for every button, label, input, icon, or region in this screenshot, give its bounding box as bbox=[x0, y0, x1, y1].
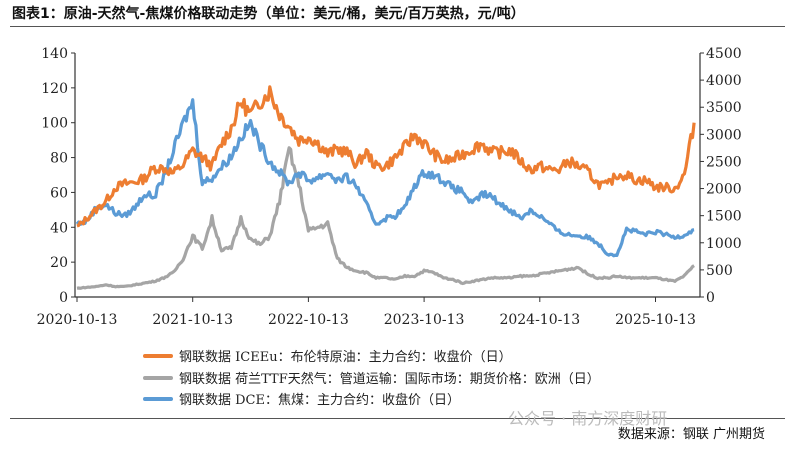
left-tick-label: 0 bbox=[59, 290, 68, 306]
title-divider bbox=[10, 26, 785, 27]
watermark: 公众号 · 南方深度财研 bbox=[508, 409, 668, 428]
right-tick-label: 500 bbox=[706, 263, 733, 279]
legend-swatch-blue bbox=[143, 396, 173, 401]
right-tick-label: 0 bbox=[706, 290, 715, 306]
right-tick-label: 4500 bbox=[706, 46, 742, 62]
x-tick-label: 2023-10-13 bbox=[384, 312, 465, 328]
right-tick-label: 1000 bbox=[706, 236, 742, 252]
left-tick-label: 60 bbox=[50, 185, 68, 201]
left-tick-label: 40 bbox=[50, 220, 68, 236]
right-tick-label: 1500 bbox=[706, 209, 742, 225]
legend-item-coking-coal: 钢联数据 DCE：焦煤：主力合约：收盘价（日） bbox=[143, 389, 460, 408]
legend-label: 钢联数据 荷兰TTF天然气：管道运输：国际市场：期货价格：欧洲（日） bbox=[179, 372, 600, 387]
legend-item-ttf: 钢联数据 荷兰TTF天然气：管道运输：国际市场：期货价格：欧洲（日） bbox=[143, 368, 600, 387]
x-tick-label: 2020-10-13 bbox=[37, 312, 118, 328]
left-tick-label: 140 bbox=[41, 46, 68, 62]
chart-title: 图表1：原油-天然气-焦煤价格联动走势（单位：美元/桶，美元/百万英热，元/吨） bbox=[12, 6, 525, 22]
left-tick-label: 80 bbox=[50, 151, 68, 167]
series-line-coking-coal bbox=[75, 98, 695, 258]
legend-label: 钢联数据 ICEEu：布伦特原油：主力合约：收盘价（日） bbox=[179, 350, 512, 365]
x-tick-label: 2025-10-13 bbox=[615, 312, 696, 328]
source-note: 数据来源：钢联 广州期货 bbox=[617, 427, 765, 442]
chart-plot: 0 20 40 60 80 100 120 140 0 500 1000 1500 2000 2500 30… bbox=[37, 46, 742, 328]
footer-divider bbox=[10, 418, 785, 419]
legend-swatch-orange bbox=[143, 353, 173, 358]
right-tick-label: 3000 bbox=[706, 127, 742, 143]
right-tick-label: 4000 bbox=[706, 73, 742, 89]
legend-swatch-gray bbox=[143, 375, 173, 380]
right-tick-label: 2000 bbox=[706, 182, 742, 198]
left-tick-label: 20 bbox=[50, 255, 68, 271]
legend-item-brent: 钢联数据 ICEEu：布伦特原油：主力合约：收盘价（日） bbox=[143, 346, 512, 365]
x-tick-label: 2022-10-13 bbox=[268, 312, 349, 328]
x-tick-label: 2021-10-13 bbox=[152, 312, 233, 328]
legend-label: 钢联数据 DCE：焦煤：主力合约：收盘价（日） bbox=[179, 393, 460, 408]
series-line-brent bbox=[76, 85, 696, 228]
right-tick-label: 3500 bbox=[706, 100, 742, 116]
right-tick-label: 2500 bbox=[706, 154, 742, 170]
left-tick-label: 120 bbox=[41, 81, 68, 97]
x-tick-label: 2024-10-13 bbox=[499, 312, 580, 328]
series-line-ttf bbox=[76, 146, 695, 290]
left-tick-label: 100 bbox=[41, 116, 68, 132]
